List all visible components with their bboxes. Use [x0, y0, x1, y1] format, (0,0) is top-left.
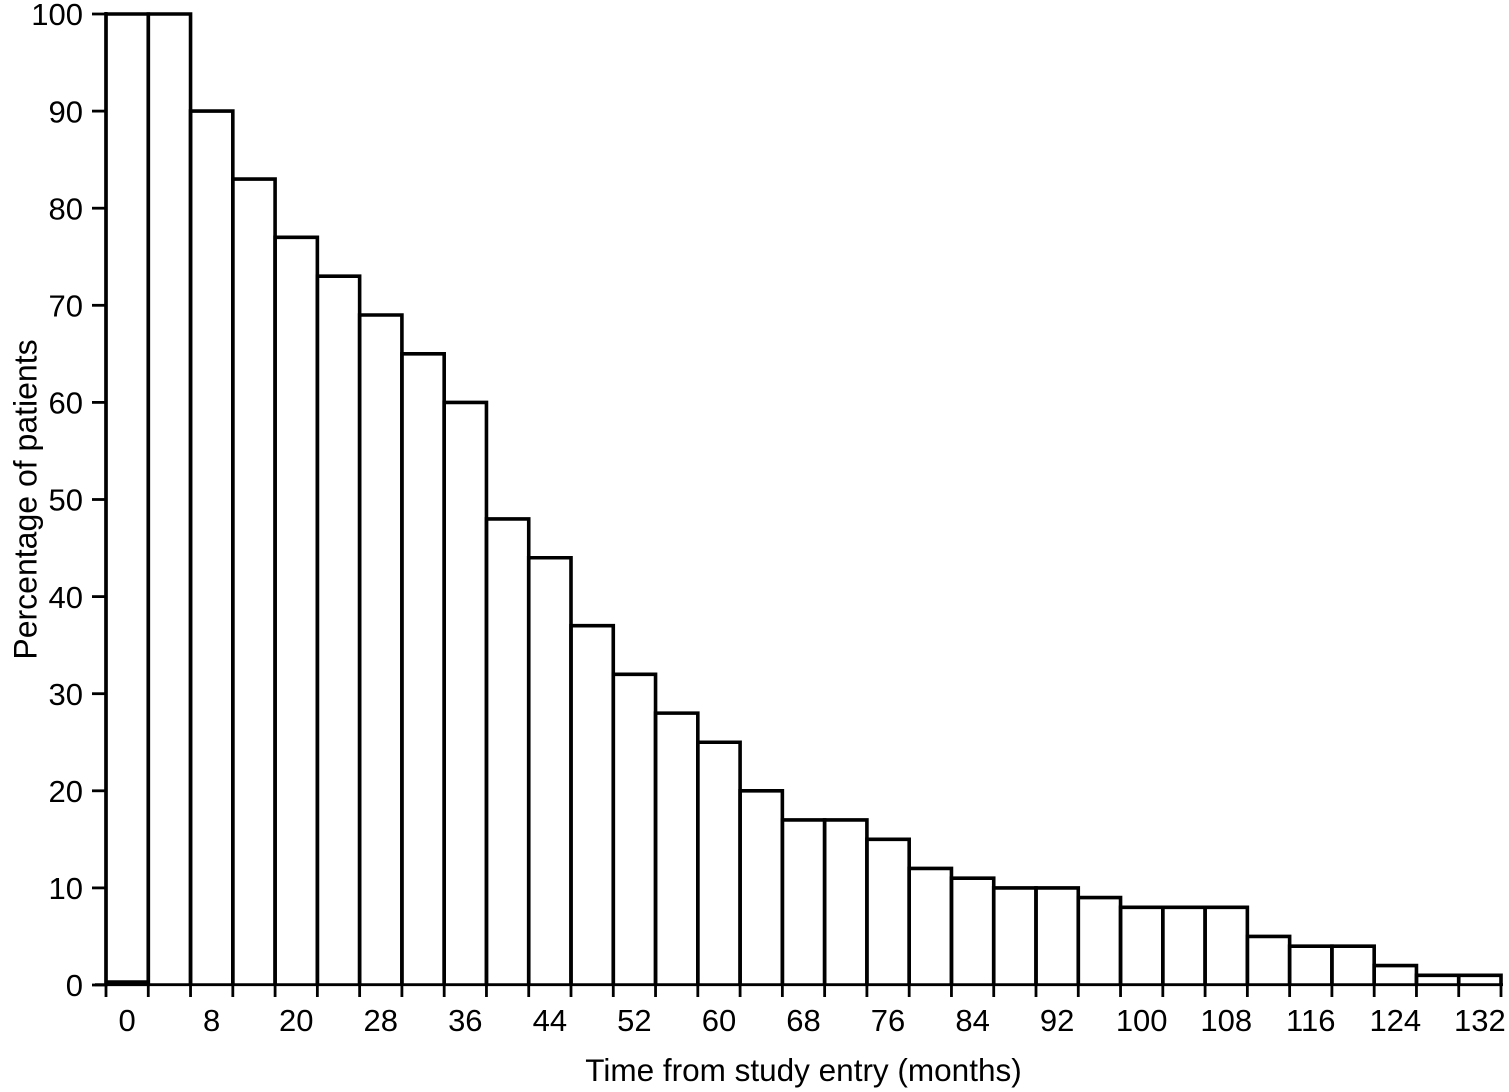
y-tick-label: 30: [49, 677, 83, 712]
y-tick-label: 60: [49, 386, 83, 421]
x-tick-label: 92: [1040, 1003, 1074, 1038]
y-tick-label: 0: [66, 968, 83, 1003]
bar-outline: [1203, 905, 1250, 986]
bar-outline: [273, 235, 320, 986]
x-tick-label: 100: [1116, 1003, 1168, 1038]
bar-outline: [400, 352, 446, 986]
bar-outline: [991, 886, 1038, 986]
x-tick-label: 28: [364, 1003, 398, 1038]
bar-outline: [1118, 905, 1165, 986]
bar-outline: [611, 672, 658, 986]
x-tick-label: 20: [279, 1003, 313, 1038]
bar-outline: [949, 876, 996, 986]
x-tick-label: 132: [1454, 1003, 1506, 1038]
bar-outline: [442, 400, 489, 986]
x-tick-label: 44: [533, 1003, 567, 1038]
bar-outline: [780, 818, 827, 986]
bar-outline: [484, 517, 531, 986]
x-tick-label: 84: [955, 1003, 989, 1038]
bar-outline: [653, 711, 700, 986]
bar-outline: [1456, 973, 1503, 986]
bar-outline: [1372, 963, 1419, 986]
bar-outline: [104, 12, 151, 986]
bar-outline: [357, 313, 404, 986]
bar-outline: [1076, 895, 1123, 986]
x-axis-title: Time from study entry (months): [585, 1052, 1022, 1088]
y-tick-label: 50: [49, 483, 83, 518]
bar-outline: [1034, 886, 1081, 986]
bar-outline: [315, 274, 362, 986]
bar-outline: [738, 789, 785, 986]
y-tick-label: 100: [31, 0, 83, 32]
x-tick-label: 76: [871, 1003, 905, 1038]
bar-outline: [526, 555, 573, 986]
bar-outline: [1330, 944, 1376, 986]
y-tick-label: 80: [49, 191, 83, 226]
bar-outline: [1161, 905, 1207, 986]
x-tick-label: 0: [119, 1003, 136, 1038]
bar-outline: [696, 740, 742, 986]
y-tick-label: 10: [49, 871, 83, 906]
y-tick-label: 20: [49, 774, 83, 809]
x-tick-label: 124: [1369, 1003, 1421, 1038]
bar-outline: [188, 109, 235, 986]
x-tick-label: 52: [617, 1003, 651, 1038]
bar-outline: [907, 866, 954, 986]
bar-outline: [865, 837, 911, 986]
bar-outline: [146, 12, 193, 986]
bar-outline: [569, 623, 616, 986]
bar-outline: [822, 818, 869, 986]
x-tick-label: 36: [448, 1003, 482, 1038]
x-tick-label: 8: [203, 1003, 220, 1038]
x-tick-label: 116: [1286, 1003, 1335, 1038]
x-tick-label: 108: [1200, 1003, 1252, 1038]
y-tick-label: 40: [49, 580, 83, 615]
x-tick-label: 60: [702, 1003, 736, 1038]
x-tick-label: 68: [786, 1003, 820, 1038]
bar-outline: [1245, 934, 1292, 986]
y-tick-label: 70: [49, 288, 83, 323]
y-tick-label: 90: [49, 94, 83, 129]
bar-outline: [1287, 944, 1334, 986]
bar-outline: [231, 177, 277, 986]
